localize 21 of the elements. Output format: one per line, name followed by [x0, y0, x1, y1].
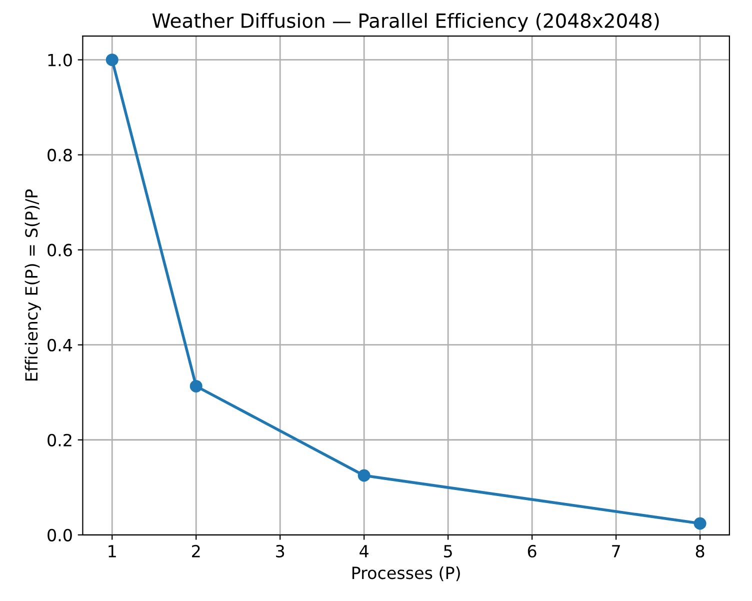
x-tick-label: 3 [276, 544, 284, 558]
x-tick-label: 4 [360, 545, 368, 558]
point [106, 54, 118, 66]
x-tick-label: 8 [696, 544, 704, 558]
x-tick-label: 2 [192, 544, 200, 558]
y-tick-label: 1.0 [48, 54, 72, 66]
x-tick-label: 5 [444, 545, 452, 558]
x-tick-label: 6 [528, 544, 536, 558]
y-tick-label: 0.4 [48, 338, 72, 352]
x-axis-title: Processes (P) [352, 566, 460, 582]
point [694, 517, 706, 530]
point [190, 380, 202, 392]
y-tick-label: 0.8 [48, 148, 72, 162]
x-tick-label: 1 [108, 545, 116, 558]
x-tick-label: 7 [612, 545, 620, 558]
y-axis-title: Efficiency E(P) = S(P)/P [24, 189, 41, 380]
y-tick-label: 0.6 [48, 244, 72, 256]
y-tick-label: 0.0 [48, 528, 72, 542]
y-tick-label: 0.2 [48, 434, 72, 446]
point [358, 469, 370, 482]
chart-title: Weather Diffusion — Parallel Efficiency (2048x2048) [152, 12, 659, 32]
